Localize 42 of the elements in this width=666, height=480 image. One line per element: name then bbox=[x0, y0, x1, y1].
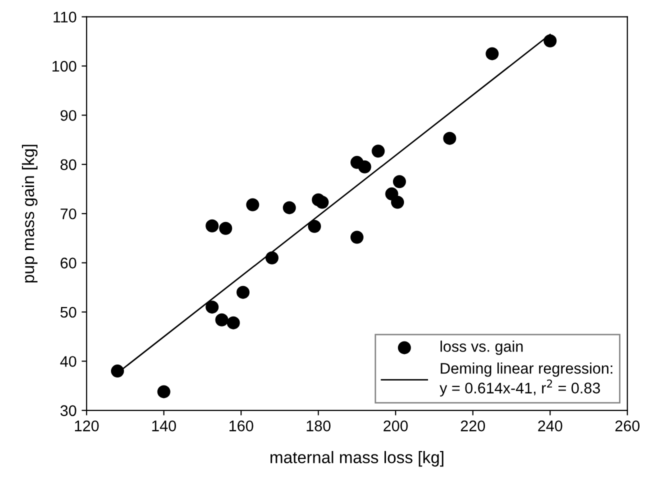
y-tick-label: 80 bbox=[60, 159, 76, 170]
point bbox=[246, 198, 260, 212]
y-axis-title: pup mass gain [kg] bbox=[22, 144, 38, 282]
x-tick-label: 140 bbox=[152, 420, 176, 432]
point bbox=[391, 196, 404, 209]
legend-label: Deming linear regression: y = 0.614x-41, r$^{2}$ = 0.83 bbox=[440, 362, 612, 396]
point bbox=[443, 132, 456, 145]
point bbox=[215, 313, 228, 326]
point bbox=[110, 364, 124, 378]
point bbox=[282, 201, 296, 214]
legend-label: loss vs. gain bbox=[440, 340, 523, 355]
point bbox=[350, 230, 364, 244]
x-tick-label: 180 bbox=[306, 420, 330, 432]
x-tick-label: 260 bbox=[615, 420, 640, 432]
point bbox=[236, 286, 250, 299]
point bbox=[392, 175, 406, 188]
x-tick-label: 160 bbox=[230, 420, 254, 432]
x-tick-label: 200 bbox=[384, 420, 408, 432]
point bbox=[206, 219, 219, 232]
y-tick-label: 110 bbox=[54, 12, 76, 22]
y-tick-label: 100 bbox=[52, 60, 76, 72]
point bbox=[226, 316, 240, 330]
x-tick-label: 220 bbox=[460, 420, 486, 432]
point bbox=[372, 144, 385, 158]
y-tick-label: 30 bbox=[60, 405, 76, 416]
y-tick-label: 40 bbox=[60, 356, 76, 367]
point bbox=[219, 222, 232, 235]
point bbox=[316, 196, 329, 209]
x-tick-label: 120 bbox=[75, 420, 99, 432]
point bbox=[265, 251, 278, 264]
x-axis-title: maternal mass loss [kg] bbox=[270, 451, 444, 467]
y-tick-label: 60 bbox=[60, 258, 76, 268]
point bbox=[358, 160, 372, 174]
point bbox=[544, 34, 557, 48]
y-tick-label: 50 bbox=[60, 306, 76, 318]
point bbox=[308, 220, 321, 233]
x-tick-label: 240 bbox=[538, 420, 562, 432]
y-tick-label: 70 bbox=[60, 208, 76, 220]
point bbox=[206, 300, 219, 314]
point bbox=[486, 47, 499, 60]
point bbox=[157, 385, 170, 398]
y-tick-label: 90 bbox=[60, 110, 76, 121]
